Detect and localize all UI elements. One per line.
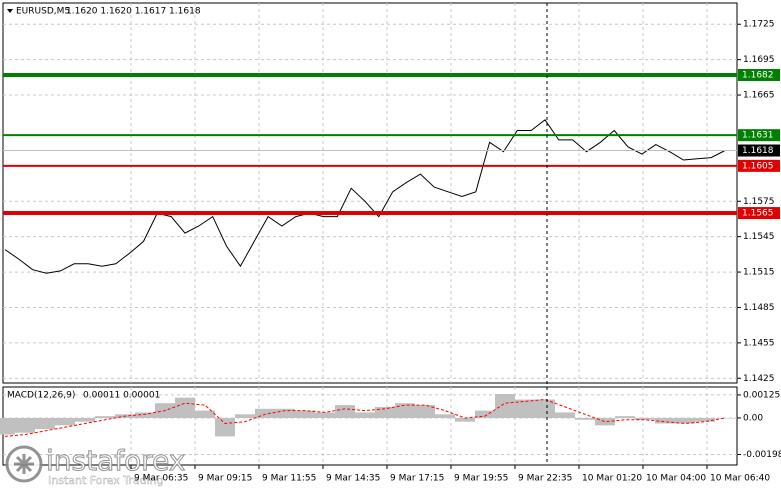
main-frame bbox=[2, 2, 738, 384]
level-label: 1.1605 bbox=[742, 161, 774, 171]
histogram-bar bbox=[75, 417, 95, 422]
y-tick-label: 0.00 bbox=[743, 413, 763, 423]
x-tick-label: 9 Mar 11:55 bbox=[262, 474, 316, 484]
y-tick-label: 0.00125 bbox=[743, 390, 780, 400]
histogram-bar bbox=[235, 414, 255, 418]
histogram-bar bbox=[415, 405, 435, 418]
current-price-box bbox=[738, 144, 780, 157]
histogram-bar bbox=[95, 416, 115, 418]
histogram-bar bbox=[715, 417, 735, 419]
x-tick-label: 10 Mar 04:00 bbox=[646, 474, 706, 484]
histogram-bar bbox=[215, 417, 235, 437]
x-tick-label: 10 Mar 01:20 bbox=[582, 474, 642, 484]
level-label-box bbox=[738, 207, 780, 220]
histogram-bar bbox=[475, 410, 495, 418]
histogram-bar bbox=[655, 417, 675, 424]
y-tick-label: 1.1545 bbox=[743, 232, 775, 242]
current-price-label: 1.1618 bbox=[742, 146, 774, 156]
histogram-bar bbox=[615, 416, 635, 418]
level-label: 1.1631 bbox=[742, 131, 774, 141]
x-tick-label: 9 Mar 22:35 bbox=[518, 474, 572, 484]
y-tick-label: 1.1665 bbox=[743, 91, 775, 101]
price-line bbox=[4, 398, 726, 437]
x-tick-label: 9 Mar 09:15 bbox=[198, 474, 252, 484]
histogram-bar bbox=[0, 417, 15, 435]
histogram-bar bbox=[135, 412, 155, 418]
histogram-bar bbox=[635, 417, 655, 420]
histogram-bar bbox=[495, 394, 515, 418]
histogram-bar bbox=[55, 417, 75, 426]
histogram-bar bbox=[575, 417, 595, 420]
level-label: 1.1565 bbox=[742, 209, 774, 219]
macd-values: 0.00011 0.00001 bbox=[83, 391, 160, 401]
histogram-bar bbox=[595, 417, 615, 426]
level-label-box bbox=[738, 129, 780, 142]
histogram-bar bbox=[535, 399, 555, 418]
histogram-bar bbox=[195, 410, 215, 418]
y-tick-label: 1.1455 bbox=[743, 338, 775, 348]
histogram-bar bbox=[675, 417, 695, 424]
histogram-bar bbox=[375, 406, 395, 418]
histogram-bar bbox=[175, 397, 195, 418]
y-tick-label: -0.00198 bbox=[743, 450, 781, 460]
y-tick-label: 1.1515 bbox=[743, 268, 775, 278]
x-tick-label: 9 Mar 19:55 bbox=[454, 474, 508, 484]
histogram-bar bbox=[15, 417, 35, 433]
y-tick-label: 1.1485 bbox=[743, 303, 775, 313]
brand: instaforex bbox=[46, 444, 185, 477]
histogram-bar bbox=[255, 408, 275, 418]
ohlc: 1.1620 1.1620 1.1617 1.1618 bbox=[66, 7, 201, 17]
header-arrow bbox=[7, 9, 13, 13]
x-tick-label: 9 Mar 17:15 bbox=[390, 474, 444, 484]
histogram-bar bbox=[515, 399, 535, 418]
histogram-bar bbox=[695, 417, 715, 422]
symbol: EURUSD,M5 bbox=[16, 7, 70, 17]
macd-title: MACD(12,26,9) bbox=[7, 391, 75, 401]
histogram-bar bbox=[455, 417, 475, 422]
x-tick-label: 9 Mar 06:35 bbox=[134, 474, 188, 484]
histogram-bar bbox=[435, 414, 455, 418]
marks-layer bbox=[0, 72, 737, 437]
logo-mark bbox=[14, 454, 34, 474]
y-tick-label: 1.1425 bbox=[743, 374, 775, 384]
price-line bbox=[4, 119, 726, 274]
histogram-bar bbox=[395, 403, 415, 418]
tagline: Instant Forex Trading bbox=[48, 474, 164, 487]
level-label-box bbox=[738, 68, 780, 81]
histogram-bar bbox=[335, 405, 355, 418]
histogram-bar bbox=[35, 417, 55, 430]
histogram-bar bbox=[355, 412, 375, 418]
histogram-bar bbox=[555, 412, 575, 418]
histogram-bar bbox=[315, 412, 335, 418]
level-label: 1.1682 bbox=[742, 70, 774, 80]
x-tick-label: 9 Mar 14:35 bbox=[326, 474, 380, 484]
histogram-bar bbox=[275, 408, 295, 418]
watermark: instaforex Instant Forex Trading bbox=[5, 444, 186, 487]
x-tick-label: 10 Mar 06:40 bbox=[710, 474, 770, 484]
level-label-box bbox=[738, 159, 780, 172]
histogram-bar bbox=[295, 410, 315, 418]
y-tick-label: 1.1695 bbox=[743, 55, 775, 65]
y-tick-label: 1.1725 bbox=[743, 20, 775, 30]
y-tick-label: 1.1575 bbox=[743, 197, 775, 207]
